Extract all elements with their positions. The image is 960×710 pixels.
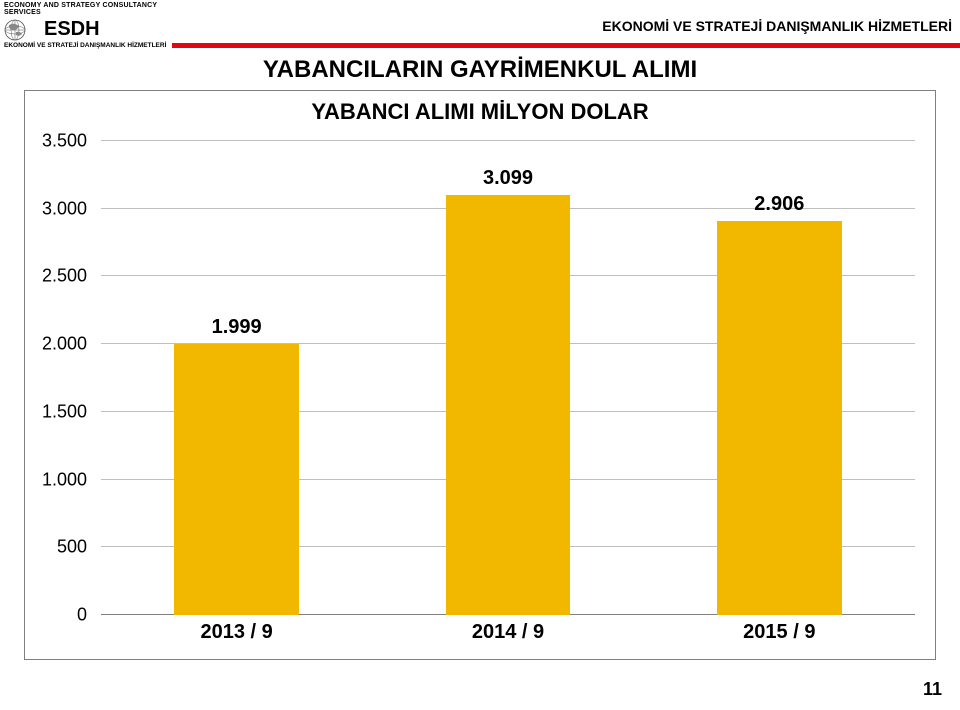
x-axis-labels: 2013 / 9 2014 / 9 2015 / 9 xyxy=(101,621,915,649)
page-number: 11 xyxy=(923,679,942,700)
y-tick-label: 1.500 xyxy=(25,401,87,422)
gridline xyxy=(101,140,915,141)
y-axis-ticks: 05001.0001.5002.0002.5003.0003.500 xyxy=(25,141,97,615)
chart-main-title: YABANCILARIN GAYRİMENKUL ALIMI xyxy=(24,56,936,84)
y-tick-label: 500 xyxy=(25,537,87,558)
bar-value-label: 2.906 xyxy=(717,193,842,216)
header-red-bar xyxy=(172,43,960,48)
logo-bottom-caption: EKONOMİ VE STRATEJİ DANIŞMANLIK HİZMETLE… xyxy=(4,42,168,49)
bar: 2.906 xyxy=(717,221,842,615)
x-tick-label: 2013 / 9 xyxy=(201,621,273,644)
bar: 3.099 xyxy=(446,195,571,615)
bar-value-label: 1.999 xyxy=(174,316,299,339)
y-tick-label: 0 xyxy=(25,605,87,626)
y-tick-label: 3.000 xyxy=(25,198,87,219)
header-right-title: EKONOMİ VE STRATEJİ DANIŞMANLIK HİZMETLE… xyxy=(602,18,952,34)
logo-name: ESDH xyxy=(44,18,100,41)
logo-top-caption: ECONOMY AND STRATEGY CONSULTANCY SERVICE… xyxy=(4,0,168,16)
y-tick-label: 2.000 xyxy=(25,334,87,355)
bar-value-label: 3.099 xyxy=(446,167,571,190)
globe-icon xyxy=(4,19,38,41)
x-tick-label: 2014 / 9 xyxy=(472,621,544,644)
y-tick-label: 3.500 xyxy=(25,131,87,152)
bars-layer: 1.999 3.099 2.906 xyxy=(101,141,915,615)
y-tick-label: 2.500 xyxy=(25,266,87,287)
x-tick-label: 2015 / 9 xyxy=(743,621,815,644)
chart-box: YABANCI ALIMI MİLYON DOLAR 0 500 1.000 1.50… xyxy=(24,90,936,660)
bar: 1.999 xyxy=(174,344,299,615)
logo-block: ECONOMY AND STRATEGY CONSULTANCY SERVICE… xyxy=(0,0,172,48)
plot-area: 1.999 3.099 2.906 xyxy=(101,141,915,615)
chart-subtitle: YABANCI ALIMI MİLYON DOLAR xyxy=(25,91,935,125)
y-tick-label: 1.000 xyxy=(25,469,87,490)
chart-container: YABANCILARIN GAYRİMENKUL ALIMI YABANCI A… xyxy=(24,56,936,670)
header: ECONOMY AND STRATEGY CONSULTANCY SERVICE… xyxy=(0,0,960,48)
logo-mid: ESDH xyxy=(4,18,168,41)
